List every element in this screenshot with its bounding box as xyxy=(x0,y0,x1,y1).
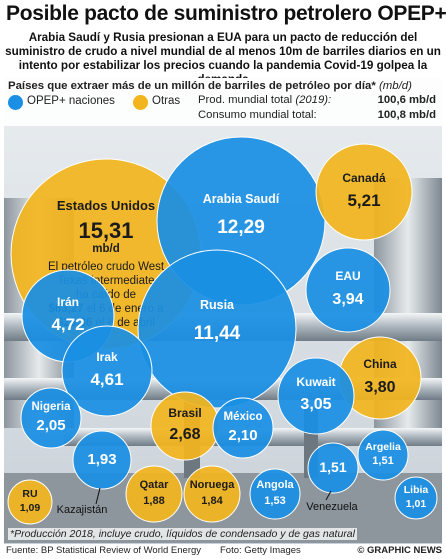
label-arabia-saudi: Arabia Saudí xyxy=(203,192,280,206)
label-venezuela: Venezuela xyxy=(306,501,358,513)
value-rusia: 11,44 xyxy=(194,323,241,344)
stat-label-consumption: Consumo mundial total: xyxy=(198,109,317,121)
bubble-libia xyxy=(394,476,438,520)
chart-header: Países que extraer más de un millón de b… xyxy=(4,78,442,126)
page-title: Posible pacto de suministro petrolero OP… xyxy=(6,2,446,25)
bubble-argelia xyxy=(357,429,409,481)
label-china: China xyxy=(363,357,397,371)
label-kazajistan: Kazajistán xyxy=(57,504,108,516)
label-rusia: Rusia xyxy=(200,298,235,312)
pointer-venezuela xyxy=(325,490,332,501)
label-iran: Irán xyxy=(57,295,79,309)
annotation-line-1: El petróleo crudo West xyxy=(48,261,165,273)
bubble-kuwait xyxy=(277,357,355,435)
value-brasil: 2,68 xyxy=(169,426,200,443)
bubble-noruega xyxy=(183,465,241,523)
stat-value-production: 100,6 mb/d xyxy=(377,94,436,106)
value-kazajistan: 1,93 xyxy=(87,451,116,468)
stat-value-consumption: 100,8 mb/d xyxy=(377,109,436,121)
legend-swatch-opep xyxy=(8,95,23,110)
bubble-ru xyxy=(7,479,53,525)
label-mexico: México xyxy=(224,411,263,423)
value-arabia-saudi: 12,29 xyxy=(217,217,265,238)
value-eau: 3,94 xyxy=(332,291,363,308)
unit-label: (mb/d) xyxy=(378,80,412,92)
value-angola: 1,53 xyxy=(264,495,285,507)
label-kuwait: Kuwait xyxy=(296,375,335,389)
value-nigeria: 2,05 xyxy=(36,417,65,434)
value-ru: 1,09 xyxy=(20,502,41,514)
chart-panel: Países que extraer más de un millón de b… xyxy=(4,78,442,544)
bubble-irak xyxy=(61,325,153,417)
publisher-credit: © GRAPHIC NEWS xyxy=(357,545,442,556)
value-iran: 4,72 xyxy=(51,315,84,334)
label-angola: Angola xyxy=(256,479,294,491)
bubble-angola xyxy=(249,468,301,520)
label-estados-unidos: Estados Unidos xyxy=(57,198,155,213)
bubble-kazajistan xyxy=(72,430,132,490)
bubble-venezuela xyxy=(307,442,359,494)
bubble-eau xyxy=(305,247,391,333)
bubble-canada xyxy=(315,143,413,241)
value-mexico: 2,10 xyxy=(228,427,257,444)
label-nigeria: Nigeria xyxy=(32,401,72,413)
pointer-kazajistan xyxy=(95,487,101,505)
photo-credit: Foto: Getty Images xyxy=(220,545,301,556)
bubble-nigeria xyxy=(20,387,82,449)
value-libia: 1,01 xyxy=(406,498,427,510)
value-canada: 5,21 xyxy=(347,191,380,210)
label-argelia: Argelia xyxy=(365,441,401,453)
legend-swatch-otras xyxy=(133,95,148,110)
value-estados-unidos: 15,31 xyxy=(78,218,133,243)
label-brasil: Brasil xyxy=(168,406,201,420)
label-ru: RU xyxy=(22,488,37,500)
source-credit: Fuente: BP Statistical Review of World E… xyxy=(6,545,202,556)
value-kuwait: 3,05 xyxy=(300,396,331,413)
unit-estados-unidos: mb/d xyxy=(92,243,119,255)
label-eau: EAU xyxy=(335,269,360,283)
legend-label-opep: OPEP+ naciones xyxy=(27,95,115,107)
bubble-mexico xyxy=(212,397,274,459)
value-venezuela: 1,51 xyxy=(319,459,346,475)
bubble-qatar xyxy=(125,465,183,523)
bubble-rusia xyxy=(137,249,297,409)
label-qatar: Qatar xyxy=(140,479,169,491)
value-china: 3,80 xyxy=(364,379,395,396)
value-noruega: 1,84 xyxy=(201,495,223,507)
chart-title: Países que extraer más de un millón de b… xyxy=(8,80,412,92)
legend-label-otras: Otras xyxy=(152,95,181,107)
label-noruega: Noruega xyxy=(190,479,236,491)
value-irak: 4,61 xyxy=(90,370,123,389)
value-argelia: 1,51 xyxy=(372,455,393,467)
label-irak: Irak xyxy=(96,350,118,364)
footnote: *Producción 2018, incluye crudo, líquido… xyxy=(8,528,357,540)
stat-label-production: Prod. mundial total (2019): xyxy=(198,94,332,106)
value-qatar: 1,88 xyxy=(143,495,164,507)
label-libia: Libia xyxy=(404,484,429,496)
label-canada: Canadá xyxy=(342,171,386,185)
